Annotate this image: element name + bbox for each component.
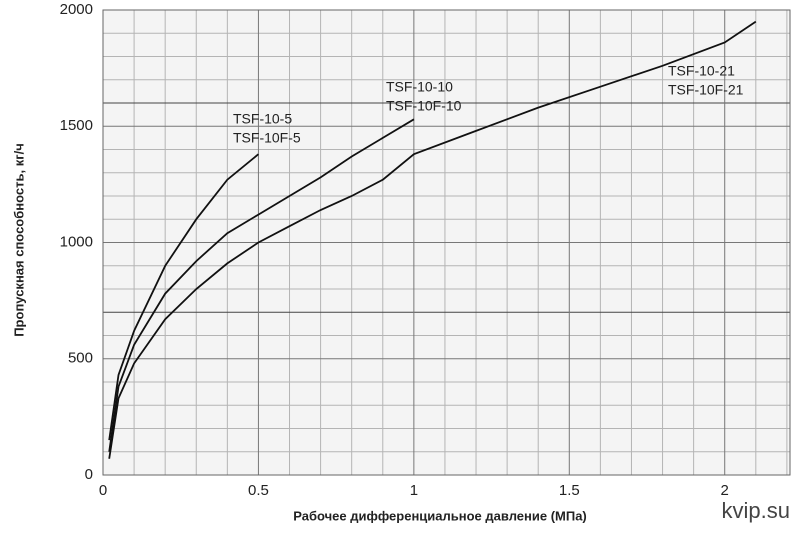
- y-tick-label: 1000: [60, 233, 93, 250]
- x-tick-label: 2: [721, 482, 729, 499]
- y-tick-label: 0: [85, 466, 93, 483]
- x-tick-label: 1: [410, 482, 418, 499]
- series-label: TSF-10F-10: [386, 98, 462, 114]
- series-label: TSF-10F-21: [668, 82, 744, 98]
- y-axis-title: Пропускная способность, кг/ч: [11, 143, 26, 337]
- x-tick-label: 0.5: [248, 482, 269, 499]
- y-tick-label: 2000: [60, 1, 93, 18]
- series-label: TSF-10F-5: [233, 130, 301, 146]
- series-line: [108, 20, 757, 459]
- series-line: [108, 118, 415, 452]
- watermark: kvip.su: [722, 498, 790, 523]
- series-line: [108, 153, 259, 441]
- y-tick-label: 500: [68, 350, 93, 367]
- series-label: TSF-10-10: [386, 79, 453, 95]
- x-axis-title: Рабочее дифференциальное давление (МПа): [293, 508, 587, 523]
- series-label: TSF-10-5: [233, 111, 292, 127]
- x-tick-label: 0: [99, 482, 107, 499]
- y-tick-label: 1500: [60, 117, 93, 134]
- x-tick-label: 1.5: [559, 482, 580, 499]
- series-label: TSF-10-21: [668, 63, 735, 79]
- plot-border: [102, 9, 791, 476]
